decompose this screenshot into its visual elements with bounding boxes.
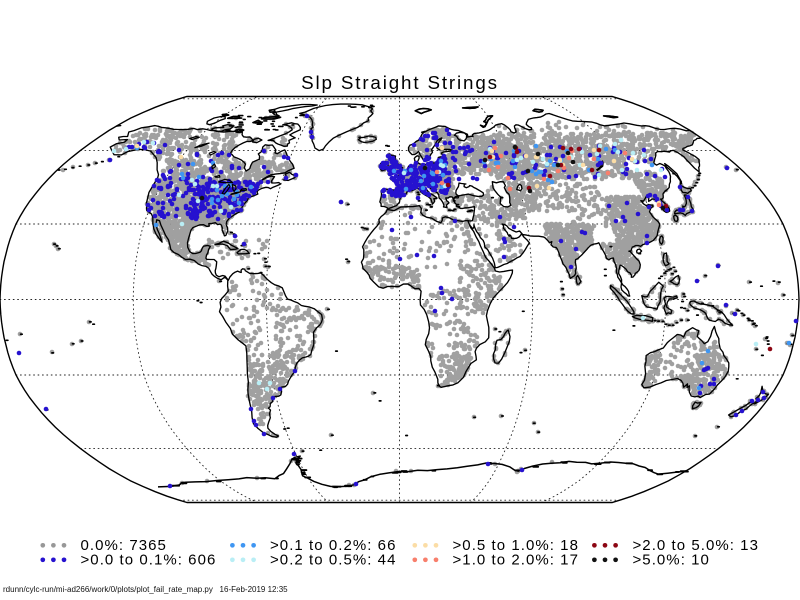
svg-text:>1.0 to 2.0%: 17: >1.0 to 2.0%: 17 bbox=[453, 552, 579, 569]
svg-text:>5.0%: 10: >5.0%: 10 bbox=[633, 552, 710, 569]
svg-text:rdunn/cylc-run/mi-ad266/work/0: rdunn/cylc-run/mi-ad266/work/0/plots/plo… bbox=[3, 585, 288, 594]
svg-text:>0.2 to 0.5%: 44: >0.2 to 0.5%: 44 bbox=[270, 552, 396, 569]
svg-text:>0.0 to 0.1%: 606: >0.0 to 0.1%: 606 bbox=[81, 552, 217, 569]
svg-text:Slp Straight Strings: Slp Straight Strings bbox=[301, 72, 499, 93]
